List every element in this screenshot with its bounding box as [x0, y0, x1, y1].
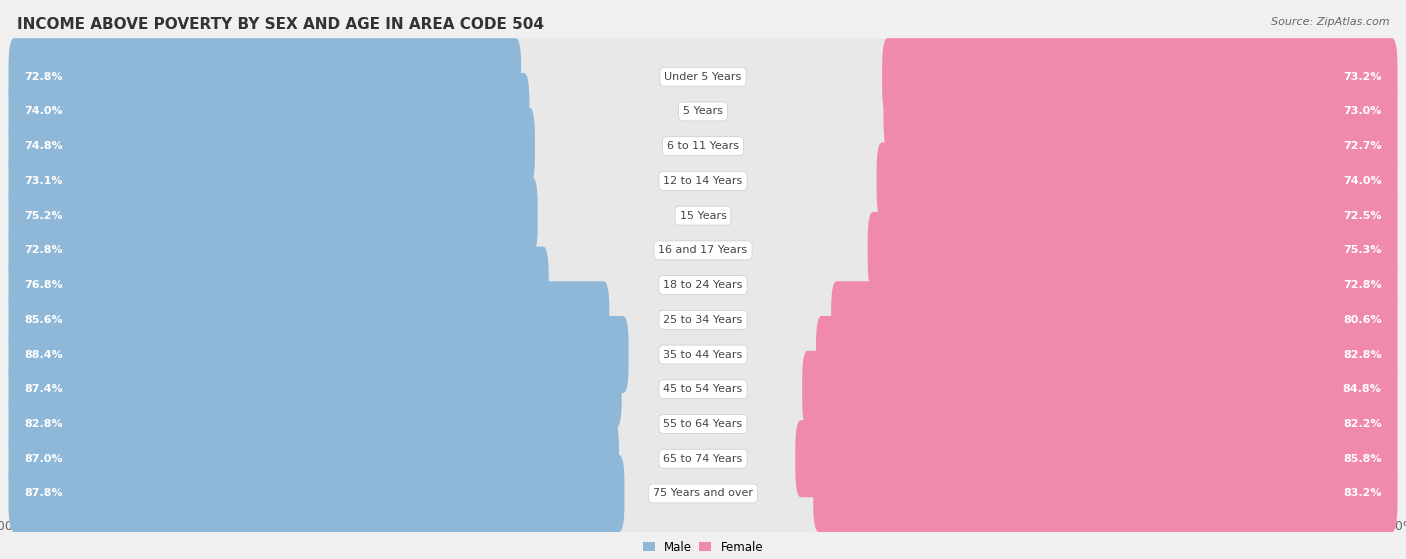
Text: 75 Years and over: 75 Years and over [652, 489, 754, 499]
Text: 72.8%: 72.8% [24, 245, 63, 255]
Text: 25 to 34 Years: 25 to 34 Years [664, 315, 742, 325]
Legend: Male, Female: Male, Female [638, 536, 768, 559]
Text: 72.8%: 72.8% [1343, 280, 1382, 290]
FancyBboxPatch shape [796, 420, 1398, 498]
Text: 87.0%: 87.0% [24, 454, 63, 464]
FancyBboxPatch shape [8, 108, 534, 184]
FancyBboxPatch shape [8, 73, 1398, 150]
FancyBboxPatch shape [813, 455, 1398, 532]
FancyBboxPatch shape [831, 281, 1398, 358]
Text: 82.8%: 82.8% [24, 419, 63, 429]
Text: 73.1%: 73.1% [24, 176, 63, 186]
Text: 85.8%: 85.8% [1343, 454, 1382, 464]
Text: 75.3%: 75.3% [1343, 245, 1382, 255]
FancyBboxPatch shape [8, 108, 1398, 184]
FancyBboxPatch shape [8, 316, 1398, 393]
FancyBboxPatch shape [8, 143, 523, 220]
FancyBboxPatch shape [887, 177, 1398, 254]
FancyBboxPatch shape [8, 73, 530, 150]
Text: 74.0%: 74.0% [24, 106, 63, 116]
Text: 82.2%: 82.2% [1343, 419, 1382, 429]
FancyBboxPatch shape [8, 455, 624, 532]
Text: 35 to 44 Years: 35 to 44 Years [664, 349, 742, 359]
FancyBboxPatch shape [876, 143, 1398, 220]
Text: 45 to 54 Years: 45 to 54 Years [664, 384, 742, 394]
FancyBboxPatch shape [882, 38, 1398, 115]
FancyBboxPatch shape [8, 38, 522, 115]
Text: 75.2%: 75.2% [24, 211, 63, 221]
Text: 74.8%: 74.8% [24, 141, 63, 151]
Text: 83.2%: 83.2% [1343, 489, 1382, 499]
FancyBboxPatch shape [8, 212, 522, 289]
FancyBboxPatch shape [820, 386, 1398, 462]
FancyBboxPatch shape [8, 177, 537, 254]
FancyBboxPatch shape [815, 316, 1398, 393]
FancyBboxPatch shape [8, 420, 1398, 498]
FancyBboxPatch shape [8, 177, 1398, 254]
FancyBboxPatch shape [8, 247, 548, 324]
Text: 72.8%: 72.8% [24, 72, 63, 82]
Text: 65 to 74 Years: 65 to 74 Years [664, 454, 742, 464]
Text: INCOME ABOVE POVERTY BY SEX AND AGE IN AREA CODE 504: INCOME ABOVE POVERTY BY SEX AND AGE IN A… [17, 17, 544, 32]
Text: 72.7%: 72.7% [1343, 141, 1382, 151]
FancyBboxPatch shape [803, 350, 1398, 428]
Text: 85.6%: 85.6% [24, 315, 63, 325]
FancyBboxPatch shape [8, 143, 1398, 220]
FancyBboxPatch shape [868, 212, 1398, 289]
FancyBboxPatch shape [8, 281, 609, 358]
Text: 18 to 24 Years: 18 to 24 Years [664, 280, 742, 290]
Text: 6 to 11 Years: 6 to 11 Years [666, 141, 740, 151]
Text: 15 Years: 15 Years [679, 211, 727, 221]
FancyBboxPatch shape [8, 350, 621, 428]
Text: Source: ZipAtlas.com: Source: ZipAtlas.com [1271, 17, 1389, 27]
FancyBboxPatch shape [8, 455, 1398, 532]
Text: 87.8%: 87.8% [24, 489, 63, 499]
FancyBboxPatch shape [8, 350, 1398, 428]
Text: 5 Years: 5 Years [683, 106, 723, 116]
Text: 73.0%: 73.0% [1343, 106, 1382, 116]
FancyBboxPatch shape [8, 386, 591, 462]
Text: 87.4%: 87.4% [24, 384, 63, 394]
Text: 72.5%: 72.5% [1343, 211, 1382, 221]
Text: 55 to 64 Years: 55 to 64 Years [664, 419, 742, 429]
Text: 84.8%: 84.8% [1343, 384, 1382, 394]
Text: 82.8%: 82.8% [1343, 349, 1382, 359]
FancyBboxPatch shape [8, 316, 628, 393]
FancyBboxPatch shape [8, 386, 1398, 462]
FancyBboxPatch shape [884, 247, 1398, 324]
FancyBboxPatch shape [8, 212, 1398, 289]
Text: 73.2%: 73.2% [1343, 72, 1382, 82]
FancyBboxPatch shape [8, 281, 1398, 358]
Text: 74.0%: 74.0% [1343, 176, 1382, 186]
Text: Under 5 Years: Under 5 Years [665, 72, 741, 82]
Text: 76.8%: 76.8% [24, 280, 63, 290]
FancyBboxPatch shape [8, 38, 1398, 115]
FancyBboxPatch shape [8, 247, 1398, 324]
Text: 80.6%: 80.6% [1343, 315, 1382, 325]
FancyBboxPatch shape [883, 73, 1398, 150]
Text: 16 and 17 Years: 16 and 17 Years [658, 245, 748, 255]
Text: 12 to 14 Years: 12 to 14 Years [664, 176, 742, 186]
FancyBboxPatch shape [886, 108, 1398, 184]
Text: 88.4%: 88.4% [24, 349, 63, 359]
FancyBboxPatch shape [8, 420, 619, 498]
